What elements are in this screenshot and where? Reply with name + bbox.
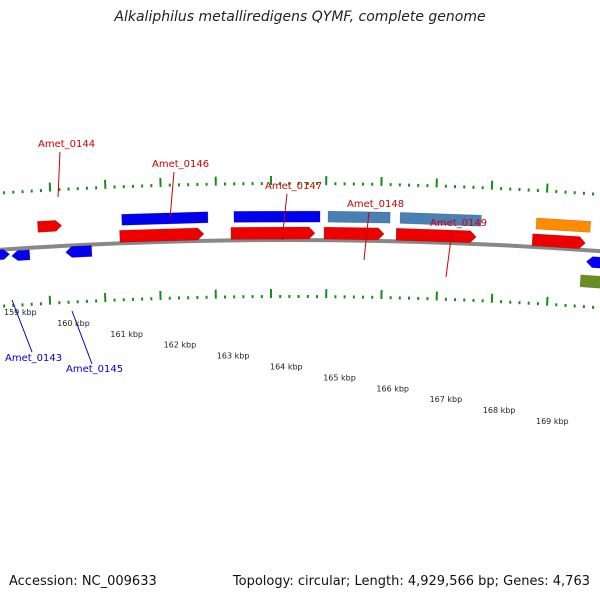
scale-label: 166 kbp [376,384,409,393]
gene-arrow [65,245,93,258]
label-leader [57,151,61,198]
gene-label: Amet_0147 [265,181,322,192]
gene-features [0,210,600,289]
gene-arrow [585,256,600,269]
scale-label: 167 kbp [430,395,463,404]
gene-arrow [327,210,391,224]
inner-tick [48,295,52,305]
scale-label: 160 kbp [57,319,90,328]
gene-arrow [233,210,321,223]
accession-text: Accession: NC_009633 [9,574,157,589]
inner-tick [546,296,549,306]
scale-label: 168 kbp [483,406,516,415]
label-leader [11,299,33,353]
gene-label: Amet_0143 [5,353,62,364]
scale-label: 161 kbp [110,330,143,339]
gene-label: Amet_0149 [430,218,487,229]
scale-labels: 159 kbp 160 kbp 161 kbp 162 kbp 163 kbp 164 k… [4,308,569,426]
genome-summary-text: Topology: circular; Length: 4,929,566 bp… [232,574,590,589]
scale-label: 162 kbp [164,341,197,350]
gene-arrow [399,212,482,227]
scale-label: 169 kbp [536,417,569,426]
scale-label: 164 kbp [270,363,303,372]
gene-arrow [535,217,592,233]
label-leader [445,230,453,278]
scale-label: 159 kbp [4,308,37,317]
gene-label: Amet_0144 [38,139,95,150]
gene-label: Amet_0146 [152,159,209,170]
map-title: Alkaliphilus metalliredigens QYMF, compl… [114,9,486,25]
gene-arrow [531,233,586,249]
gene-arrow [395,227,477,244]
gene-arrow [119,227,205,243]
outer-tick [546,183,549,193]
gene-arrow [121,211,209,226]
gene-arrow [579,274,600,289]
label-leader [169,171,175,219]
label-leaders [11,151,453,365]
gene-arrow [230,226,316,240]
gene-arrow [323,226,385,241]
gene-label: Amet_0148 [347,199,404,210]
gene-arrow [37,220,63,233]
gene-arrow [11,249,31,261]
outer-tick-track [3,176,595,196]
inner-tick-track [3,289,595,309]
gene-arrow [0,249,11,261]
label-leader [363,211,370,261]
gene-labels: Amet_0144 Amet_0146 Amet_0147 Amet_0148 Amet… [5,139,487,375]
genome-backbone [0,238,600,254]
backbone-arc [0,238,600,254]
label-leader [71,310,93,365]
label-leader [281,193,288,241]
scale-label: 163 kbp [217,352,250,361]
gene-label: Amet_0145 [66,364,123,375]
scale-label: 165 kbp [323,373,356,382]
